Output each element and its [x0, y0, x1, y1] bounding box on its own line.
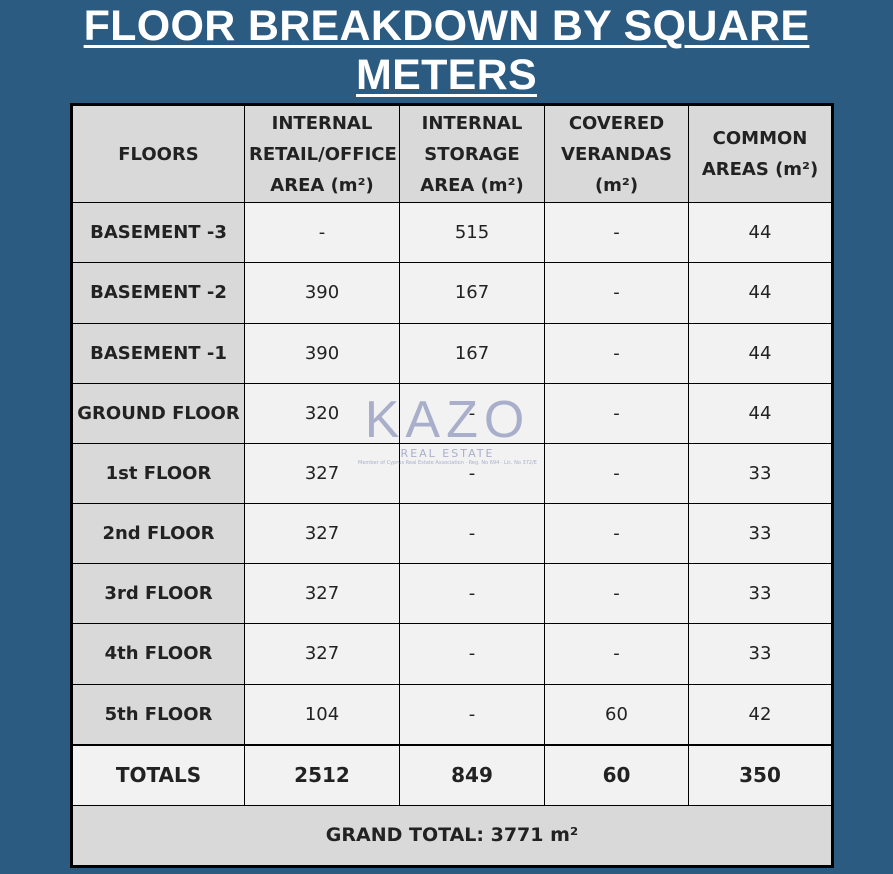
area-cell: -: [544, 202, 689, 264]
column-header: INTERNAL RETAIL/OFFICE AREA (m²): [244, 103, 400, 204]
floor-name: 3rd FLOOR: [71, 563, 245, 625]
area-cell: -: [544, 382, 689, 444]
totals-row: TOTALS 2512 849 60 350: [71, 743, 833, 806]
area-cell: -: [544, 623, 689, 685]
table-row: 3rd FLOOR 327- -33: [71, 563, 833, 625]
total-cell: 350: [688, 743, 833, 806]
area-cell: -: [399, 382, 545, 444]
area-cell: 44: [688, 322, 833, 384]
table-row: 4th FLOOR 327- -33: [71, 623, 833, 685]
floor-name: BASEMENT -2: [71, 262, 245, 324]
area-cell: 104: [244, 683, 400, 746]
area-cell: 327: [244, 442, 400, 505]
column-header: INTERNAL STORAGE AREA (m²): [399, 103, 545, 204]
area-cell: -: [544, 503, 689, 565]
area-cell: -: [399, 503, 545, 565]
floor-name: 2nd FLOOR: [71, 503, 245, 565]
area-cell: 167: [399, 262, 545, 324]
total-cell: 2512: [244, 743, 400, 806]
floor-name: 4th FLOOR: [71, 623, 245, 685]
area-cell: 327: [244, 503, 400, 565]
area-cell: -: [244, 202, 400, 264]
area-cell: 320: [244, 382, 400, 444]
area-cell: 33: [688, 623, 833, 685]
floor-name: BASEMENT -1: [71, 322, 245, 384]
area-cell: 167: [399, 322, 545, 384]
table-row: BASEMENT -1 390 167-44: [71, 322, 833, 384]
area-cell: 44: [688, 382, 833, 444]
area-cell: 44: [688, 262, 833, 324]
area-cell: 33: [688, 563, 833, 625]
area-cell: -: [544, 442, 689, 505]
area-cell: 515: [399, 202, 545, 264]
table-row: BASEMENT -2 390 167-44: [71, 262, 833, 324]
area-cell: 33: [688, 503, 833, 565]
area-cell: -: [399, 623, 545, 685]
column-header: FLOORS: [71, 103, 245, 204]
floor-name: BASEMENT -3: [71, 202, 245, 264]
page-title: FLOOR BREAKDOWN BY SQUARE METERS: [83, 2, 810, 99]
area-cell: 327: [244, 563, 400, 625]
area-cell: 390: [244, 322, 400, 384]
area-cell: -: [544, 262, 689, 324]
area-cell: 42: [688, 683, 833, 746]
table-row: GROUND FLOOR 320- -44: [71, 382, 833, 444]
floor-table: FLOORS INTERNAL RETAIL/OFFICE AREA (m²) IN…: [70, 103, 834, 868]
floor-name: 1st FLOOR: [71, 442, 245, 505]
area-cell: 44: [688, 202, 833, 264]
table-row: 1st FLOOR 327- -33: [71, 442, 833, 505]
area-cell: -: [544, 322, 689, 384]
total-cell: 849: [399, 743, 545, 806]
total-cell: 60: [544, 743, 689, 806]
table-row: 5th FLOOR 104-60 42: [71, 683, 833, 746]
area-cell: -: [399, 442, 545, 505]
area-cell: 33: [688, 442, 833, 505]
column-header: COMMON AREAS (m²): [688, 103, 833, 204]
table-row: BASEMENT -3-515-44: [71, 202, 833, 264]
area-cell: -: [399, 563, 545, 625]
floor-name: 5th FLOOR: [71, 683, 245, 746]
totals-label: TOTALS: [71, 743, 245, 806]
grand-total: GRAND TOTAL: 3771 m²: [71, 804, 833, 868]
header-row: FLOORS INTERNAL RETAIL/OFFICE AREA (m²) IN…: [71, 103, 833, 204]
area-cell: 327: [244, 623, 400, 685]
area-cell: -: [544, 563, 689, 625]
column-header: COVERED VERANDAS (m²): [544, 103, 689, 204]
area-cell: -: [399, 683, 545, 746]
floor-name: GROUND FLOOR: [71, 382, 245, 444]
area-cell: 60: [544, 683, 689, 746]
grand-total-row: GRAND TOTAL: 3771 m²: [71, 804, 833, 868]
area-cell: 390: [244, 262, 400, 324]
table-row: 2nd FLOOR 327- -33: [71, 503, 833, 565]
